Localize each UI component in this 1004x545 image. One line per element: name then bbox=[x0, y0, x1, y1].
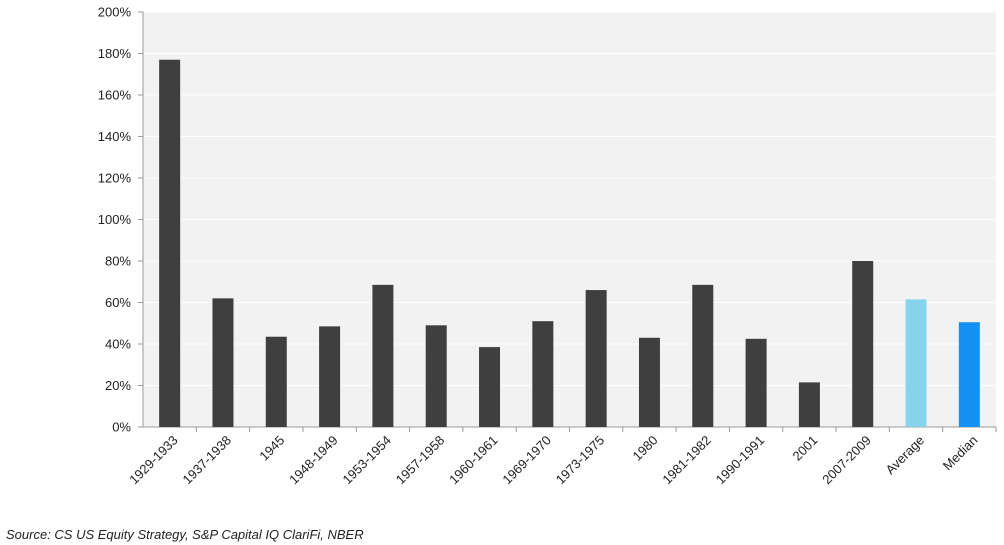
bar bbox=[905, 299, 927, 427]
y-tick-label: 80% bbox=[105, 254, 131, 269]
y-tick-label: 0% bbox=[112, 420, 131, 435]
bar bbox=[532, 321, 554, 427]
bar bbox=[479, 347, 501, 427]
x-tick-label: 1990-1991 bbox=[713, 433, 768, 488]
x-tick-label: 1945 bbox=[256, 433, 287, 464]
x-tick-label: 1948-1949 bbox=[286, 433, 341, 488]
bar bbox=[585, 290, 607, 427]
x-tick-label: Median bbox=[940, 433, 981, 474]
y-tick-label: 200% bbox=[98, 5, 132, 20]
x-tick-label: 1981-1982 bbox=[659, 433, 714, 488]
y-tick-label: 40% bbox=[105, 337, 131, 352]
bar bbox=[265, 336, 287, 427]
x-tick-label: 1969-1970 bbox=[499, 433, 554, 488]
y-tick-label: 180% bbox=[98, 46, 132, 61]
y-tick-label: 120% bbox=[98, 171, 132, 186]
source-note: Source: CS US Equity Strategy, S&P Capit… bbox=[6, 527, 364, 542]
x-tick-label: Average bbox=[882, 433, 927, 478]
x-tick-label: 1960-1961 bbox=[446, 433, 501, 488]
bar bbox=[159, 59, 181, 427]
y-tick-label: 100% bbox=[98, 212, 132, 227]
x-tick-label: 1929-1933 bbox=[126, 433, 181, 488]
x-tick-label: 2001 bbox=[789, 433, 820, 464]
y-tick-label: 140% bbox=[98, 129, 132, 144]
bar bbox=[425, 325, 447, 427]
y-tick-label: 160% bbox=[98, 88, 132, 103]
x-tick-label: 2007-2009 bbox=[819, 433, 874, 488]
bar bbox=[372, 284, 394, 427]
y-tick-label: 60% bbox=[105, 295, 131, 310]
bar bbox=[745, 338, 767, 427]
bar-chart: 0% 20% 40% 60% 80% 100% 120% 140% 160% 180% 200% 1… bbox=[98, 5, 997, 488]
bar bbox=[319, 326, 341, 427]
bar bbox=[958, 322, 980, 427]
bar bbox=[638, 337, 660, 427]
y-tick-label: 20% bbox=[105, 378, 131, 393]
x-tick-label: 1953-1954 bbox=[339, 433, 394, 488]
bar bbox=[212, 298, 234, 427]
bar bbox=[852, 261, 874, 427]
x-tick-label: 1937-1938 bbox=[180, 433, 235, 488]
x-tick-label: 1973-1975 bbox=[553, 433, 608, 488]
x-tick-label: 1980 bbox=[630, 433, 661, 464]
bar bbox=[798, 382, 820, 427]
x-tick-label: 1957-1958 bbox=[393, 433, 448, 488]
bar bbox=[692, 284, 714, 427]
